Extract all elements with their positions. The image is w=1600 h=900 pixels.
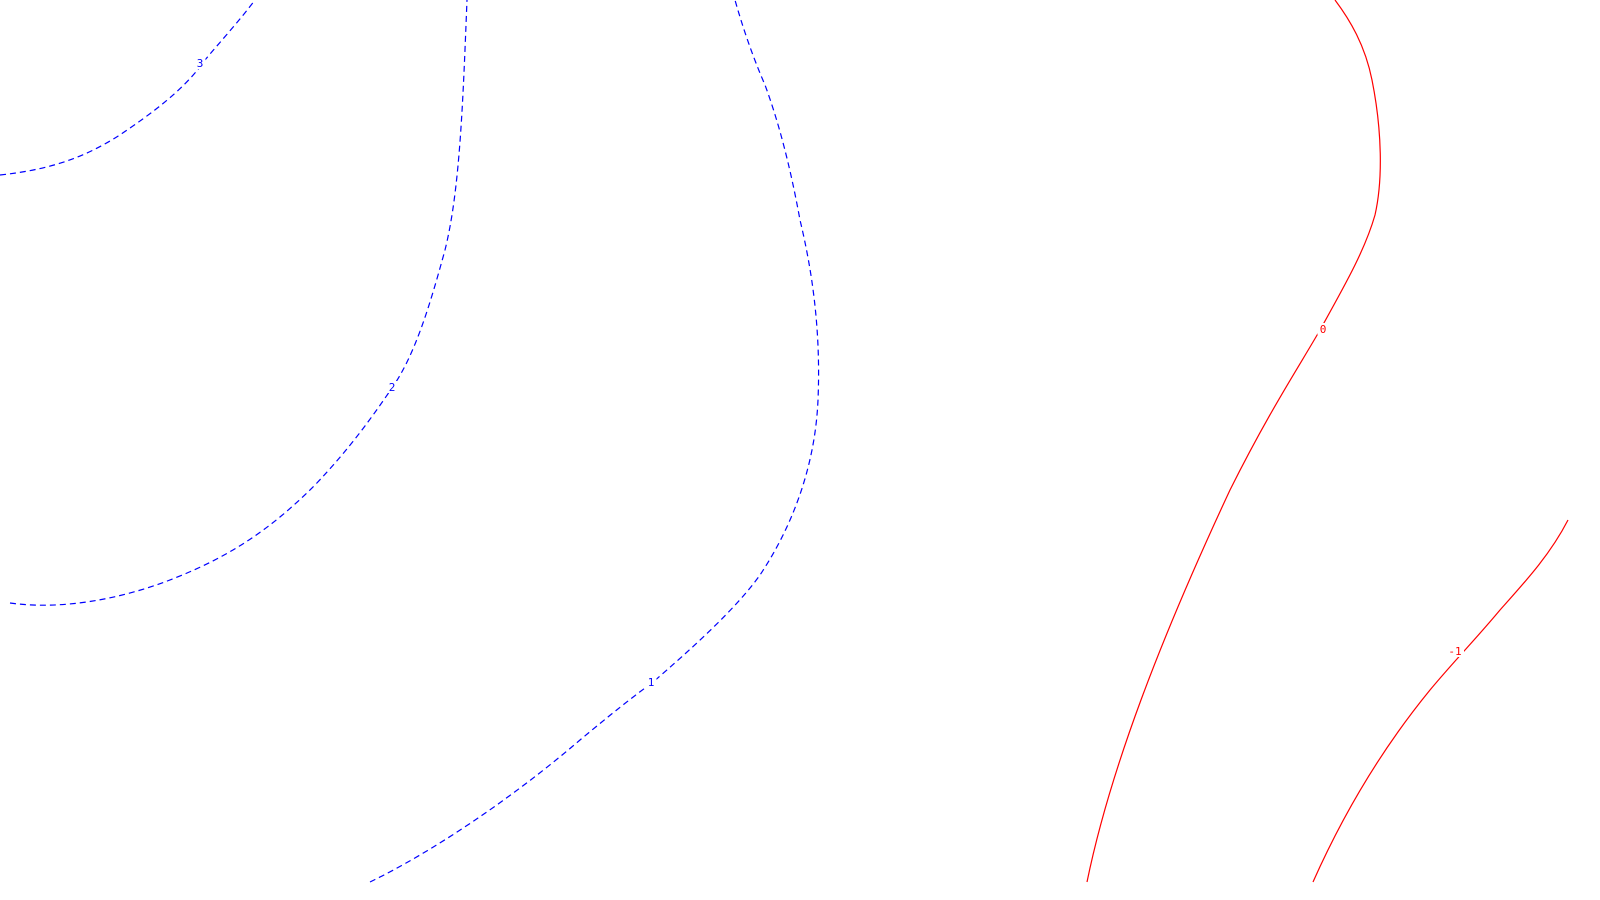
- contour-line-neg-1: [1312, 519, 1569, 883]
- contour-label-3: 3: [197, 57, 204, 70]
- contour-label-2: 2: [389, 381, 396, 394]
- contour-label-bg-0: [1317, 323, 1329, 335]
- contour-label-1: 1: [648, 676, 655, 689]
- contour-label-bg-2: [386, 381, 398, 393]
- contour-label-neg-1: -1: [1448, 645, 1461, 658]
- contour-line-3: [0, 0, 256, 176]
- contour-label-bg-3: [194, 57, 206, 69]
- contour-label-bg-neg-1: [1446, 645, 1464, 657]
- contour-label-bg-1: [645, 676, 657, 688]
- contour-labels: 3 2 1 0 -1: [194, 57, 1464, 689]
- contour-line-1: [369, 0, 820, 883]
- contour-line-2: [9, 0, 468, 606]
- contour-label-0: 0: [1320, 323, 1327, 336]
